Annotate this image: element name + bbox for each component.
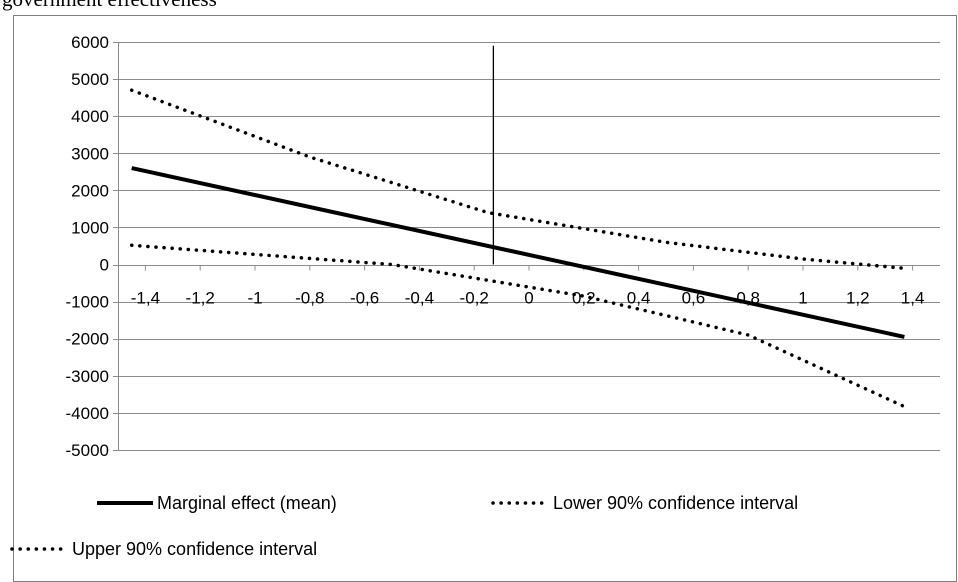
x-tick-label: 1,2 — [846, 289, 870, 308]
legend-label-2: Upper 90% confidence interval — [72, 539, 317, 559]
x-axis-ticks: -1,4 -1,2 -1 -0,8 -0,6 -0,4 -0,2 0 0,2 0,4 0,6 0,8 1… — [131, 289, 925, 308]
y-tick-label: 1000 — [71, 218, 109, 237]
series-line-2 — [129, 88, 907, 271]
y-tick-label: 2000 — [71, 181, 109, 200]
y-tick-label: -2000 — [66, 330, 109, 349]
y-tick-label: -1000 — [66, 293, 109, 312]
y-tick-label: 5000 — [71, 70, 109, 89]
series-group — [129, 88, 907, 409]
legend-label-1: Lower 90% confidence interval — [553, 493, 798, 513]
x-tick-label: -0,6 — [350, 289, 379, 308]
legend-label-0: Marginal effect (mean) — [157, 493, 337, 513]
y-tick-label: 3000 — [71, 144, 109, 163]
x-tick-label: 0 — [524, 289, 533, 308]
x-tick-label: 0,4 — [627, 289, 651, 308]
y-tick-label: 4000 — [71, 107, 109, 126]
x-tick-label: -1 — [247, 289, 262, 308]
y-tick-label: -3000 — [66, 367, 109, 386]
y-axis-ticks: 6000 5000 4000 3000 2000 1000 0 -1000 -2000 -3000… — [66, 33, 109, 460]
y-tick-label: -5000 — [66, 441, 109, 460]
x-tick-label: -1,2 — [186, 289, 215, 308]
series-line-0 — [131, 166, 905, 339]
x-tick-label: -1,4 — [131, 289, 160, 308]
series-line-1 — [129, 243, 907, 409]
y-tick-label: -4000 — [66, 404, 109, 423]
x-tick-label: -0,4 — [405, 289, 434, 308]
x-tick-label: 1,4 — [901, 289, 925, 308]
x-tick-label: -0,2 — [460, 289, 489, 308]
x-tick-label: 1 — [798, 289, 807, 308]
x-tick-label: 0,2 — [572, 289, 596, 308]
chart-caption: government effectiveness — [2, 0, 217, 12]
y-tick-label: 0 — [100, 256, 109, 275]
y-tick-label: 6000 — [71, 33, 109, 52]
chart-frame — [13, 15, 957, 582]
legend: Marginal effect (mean) Lower 90% confiden… — [10, 493, 798, 559]
x-tick-label: -0,8 — [295, 289, 324, 308]
